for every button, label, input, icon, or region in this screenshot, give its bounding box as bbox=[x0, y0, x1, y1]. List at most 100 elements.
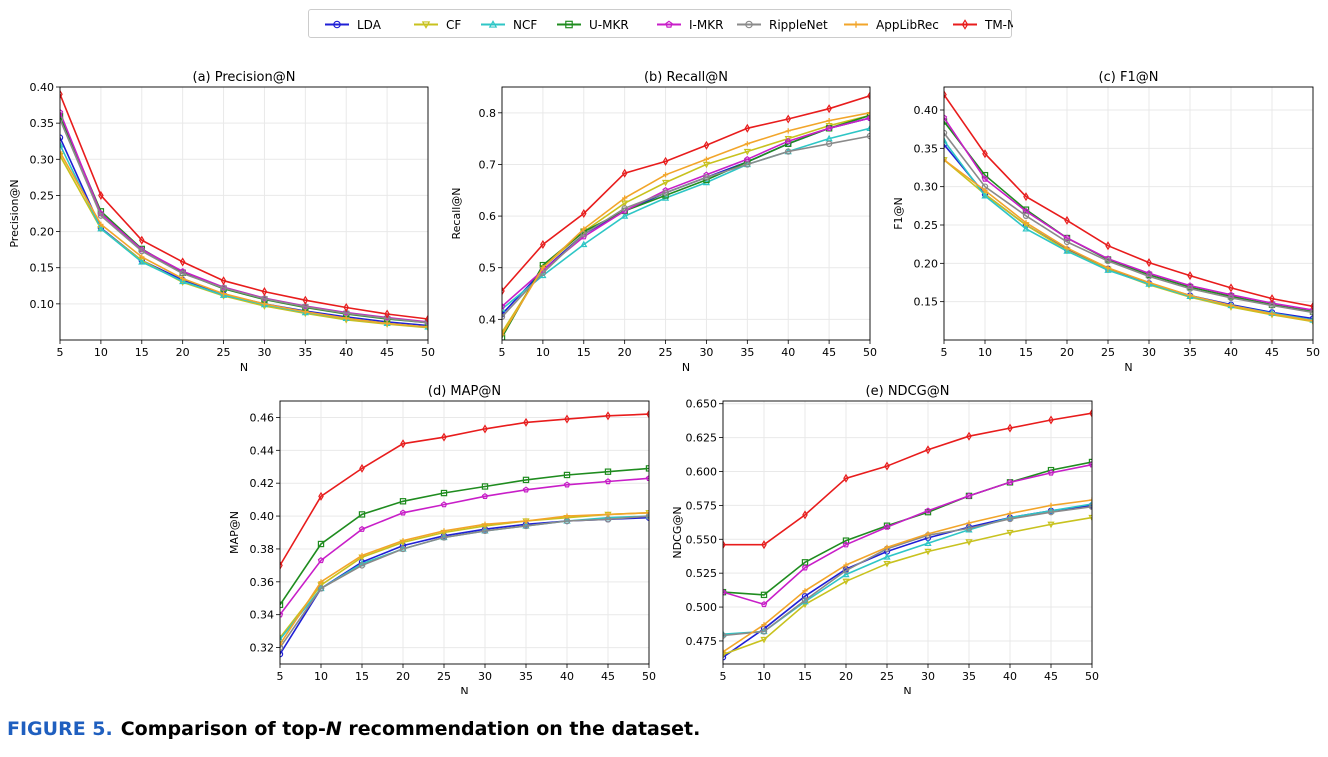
x-tick-label: 10 bbox=[314, 670, 328, 683]
x-tick-label: 15 bbox=[1019, 346, 1033, 359]
y-tick-label: 0.34 bbox=[250, 609, 275, 622]
series-line bbox=[723, 461, 1092, 596]
x-tick-label: 40 bbox=[339, 346, 353, 359]
x-axis-label: N bbox=[903, 685, 911, 694]
data-point bbox=[219, 291, 228, 298]
chart-title: (e) NDCG@N bbox=[866, 384, 950, 399]
x-tick-label: 45 bbox=[380, 346, 394, 359]
data-point bbox=[622, 195, 628, 201]
series-line bbox=[944, 143, 1313, 320]
data-point bbox=[760, 591, 768, 599]
x-tick-label: 45 bbox=[822, 346, 836, 359]
legend-label: RippleNet bbox=[769, 18, 828, 32]
series-line bbox=[502, 114, 870, 338]
x-axis-ticks: 5 10 15 20 25 30 35 40 45 50 bbox=[941, 340, 1320, 359]
series-applibrec bbox=[280, 510, 649, 647]
data-point bbox=[481, 492, 489, 500]
data-point bbox=[925, 445, 931, 455]
caption-text-1: Comparison of top- bbox=[120, 718, 326, 740]
data-point bbox=[138, 247, 145, 255]
data-point bbox=[1006, 478, 1014, 486]
series-applibrec bbox=[60, 149, 428, 330]
data-point bbox=[400, 439, 406, 449]
x-tick-label: 30 bbox=[1142, 346, 1156, 359]
x-tick-label: 25 bbox=[659, 346, 673, 359]
x-tick-label: 15 bbox=[135, 346, 149, 359]
legend-label: U-MKR bbox=[589, 18, 629, 32]
y-tick-label: 0.4 bbox=[479, 313, 497, 326]
x-tick-label: 50 bbox=[1085, 670, 1099, 683]
data-point bbox=[843, 473, 849, 483]
data-point bbox=[358, 511, 366, 518]
data-point bbox=[965, 525, 973, 532]
x-tick-label: 5 bbox=[57, 346, 64, 359]
data-point bbox=[1048, 415, 1054, 425]
data-point bbox=[621, 212, 629, 219]
caption-text-n: N bbox=[325, 718, 342, 740]
x-tick-label: 35 bbox=[740, 346, 754, 359]
data-point bbox=[564, 414, 570, 424]
series-line bbox=[723, 463, 1092, 606]
y-axis-ticks: 0.4 0.5 0.6 0.7 0.8 bbox=[479, 107, 502, 326]
series-line bbox=[502, 114, 870, 333]
data-point bbox=[1310, 301, 1313, 311]
series-i-mkr bbox=[723, 461, 1092, 608]
y-tick-label: 0.40 bbox=[914, 104, 939, 117]
x-axis-label: N bbox=[240, 361, 248, 374]
data-point bbox=[1047, 508, 1055, 516]
legend-entries: LDA CF NCF U-MKR I-MKR RippleNet AppLibRec TM-M… bbox=[325, 18, 1013, 32]
series-tm-mkr bbox=[723, 408, 1092, 550]
data-point bbox=[883, 553, 891, 560]
data-point bbox=[440, 489, 448, 497]
data-point bbox=[1088, 500, 1092, 507]
series-cf bbox=[944, 157, 1313, 326]
legend-marker bbox=[421, 21, 431, 29]
x-tick-label: 5 bbox=[941, 346, 948, 359]
data-point bbox=[60, 140, 64, 148]
legend-entry-ripplenet: RippleNet bbox=[737, 18, 828, 32]
legend-marker bbox=[852, 21, 860, 28]
data-point bbox=[138, 258, 146, 265]
data-point bbox=[760, 628, 768, 635]
y-tick-label: 0.600 bbox=[686, 465, 718, 478]
plot-area bbox=[502, 91, 870, 340]
data-point bbox=[966, 431, 972, 441]
x-tick-label: 15 bbox=[798, 670, 812, 683]
data-point bbox=[580, 240, 588, 248]
data-point bbox=[441, 432, 447, 442]
data-point bbox=[723, 630, 727, 637]
x-tick-label: 20 bbox=[176, 346, 190, 359]
data-point bbox=[801, 597, 809, 604]
x-tick-label: 45 bbox=[601, 670, 615, 683]
series-applibrec bbox=[502, 110, 870, 338]
data-point bbox=[702, 161, 711, 169]
series-line bbox=[280, 477, 649, 616]
legend-entry-i-mkr: I-MKR bbox=[657, 18, 723, 32]
data-point bbox=[564, 513, 570, 519]
y-axis-label: MAP@N bbox=[228, 511, 241, 554]
chart-title: (c) F1@N bbox=[1099, 70, 1159, 85]
y-tick-label: 0.20 bbox=[30, 226, 55, 239]
data-point bbox=[358, 525, 366, 532]
series-line bbox=[502, 135, 870, 318]
legend-marker bbox=[665, 20, 673, 28]
x-axis-label: N bbox=[1124, 361, 1132, 374]
series-applibrec bbox=[944, 157, 1313, 324]
data-point bbox=[180, 275, 186, 282]
data-point bbox=[502, 303, 506, 310]
legend-label: TM-MKR bbox=[984, 18, 1013, 32]
y-tick-label: 0.30 bbox=[914, 181, 939, 194]
data-point bbox=[280, 611, 284, 618]
y-tick-label: 0.25 bbox=[30, 189, 55, 202]
legend-entry-tm-mkr: TM-MKR bbox=[953, 18, 1013, 32]
series-line bbox=[944, 121, 1313, 313]
data-point bbox=[662, 189, 669, 197]
plot-area bbox=[723, 408, 1092, 661]
series-line bbox=[723, 504, 1092, 658]
y-tick-label: 0.10 bbox=[30, 298, 55, 311]
series-line bbox=[502, 95, 870, 292]
x-tick-label: 40 bbox=[1224, 346, 1238, 359]
data-point bbox=[802, 588, 808, 594]
data-point bbox=[843, 562, 849, 568]
x-tick-label: 40 bbox=[560, 670, 574, 683]
